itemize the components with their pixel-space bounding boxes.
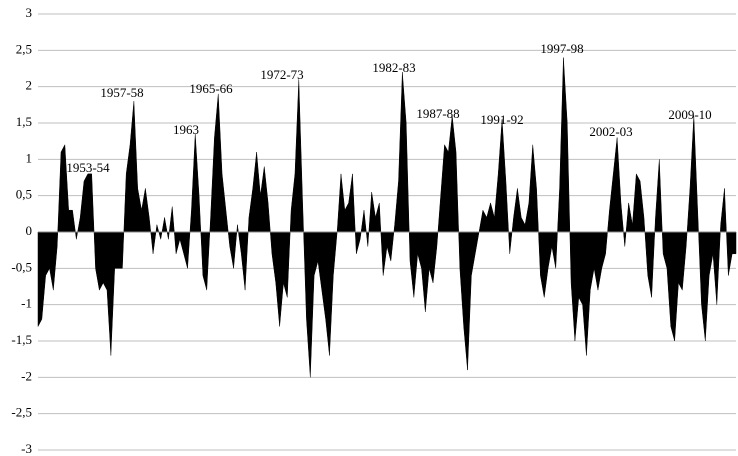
y-tick-label: 2 (26, 78, 33, 93)
annotation: 2002-03 (589, 124, 632, 139)
y-tick-label: 3 (26, 5, 33, 20)
annotation: 1957-58 (100, 85, 143, 100)
annotation: 2009-10 (668, 107, 711, 122)
annotation: 1987-88 (416, 106, 459, 121)
y-tick-label: -0,5 (11, 259, 32, 274)
y-tick-label: 0 (26, 223, 33, 238)
annotation: 1982-83 (372, 60, 415, 75)
y-tick-label: 1,5 (16, 114, 32, 129)
annotation: 1972-73 (260, 67, 303, 82)
annotation: 1963 (173, 122, 199, 137)
area (37, 57, 737, 378)
y-tick-label: -1 (21, 296, 32, 311)
y-tick-label: -2,5 (11, 405, 32, 420)
annotation: 1997-98 (540, 41, 583, 56)
y-tick-label: 1 (26, 150, 33, 165)
y-tick-label: -3 (21, 441, 32, 456)
y-tick-label: 0,5 (16, 187, 32, 202)
annotation: 1991-92 (480, 112, 523, 127)
y-tick-label: 2,5 (16, 41, 32, 56)
y-tick-label: -1,5 (11, 332, 32, 347)
y-tick-label: -2 (21, 368, 32, 383)
annotation: 1953-54 (66, 160, 110, 175)
annotation: 1965-66 (189, 81, 233, 96)
